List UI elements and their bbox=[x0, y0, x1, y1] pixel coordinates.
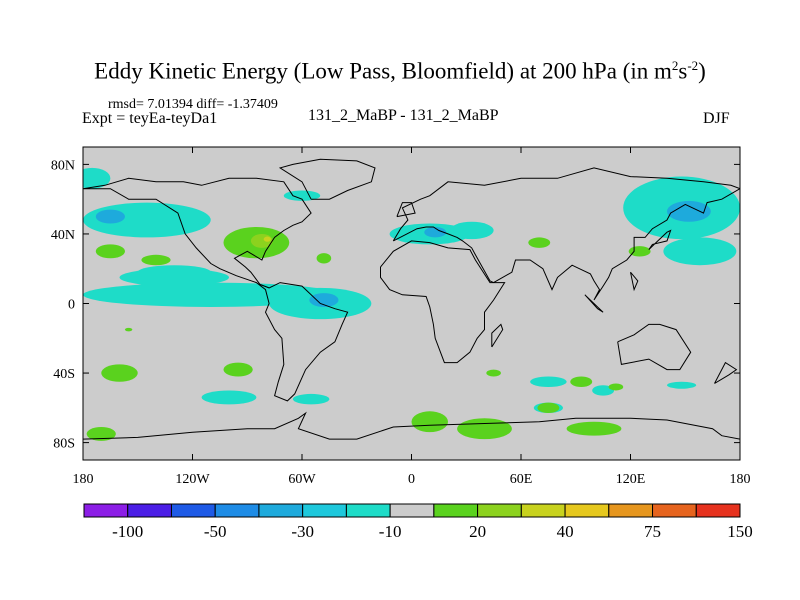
stats-label: rmsd= 7.01394 diff= -1.37409 bbox=[108, 97, 278, 112]
anomaly-region-32 bbox=[537, 402, 560, 414]
coastline-2 bbox=[392, 167, 740, 301]
colorbar-swatch-9 bbox=[477, 503, 522, 518]
colorbar-swatch-12 bbox=[608, 503, 654, 518]
anomaly-region-35 bbox=[566, 421, 622, 436]
anomaly-region-4 bbox=[137, 265, 211, 280]
anomaly-region-30 bbox=[411, 411, 448, 433]
colorbar-swatch-0 bbox=[83, 503, 129, 518]
y-tick-label-1: 40N bbox=[51, 228, 75, 243]
colorbar-label-3: -10 bbox=[379, 522, 402, 541]
anomaly-region-0 bbox=[83, 167, 111, 189]
anomaly-region-36 bbox=[528, 237, 551, 248]
anomaly-region-28 bbox=[223, 362, 253, 377]
anomaly-region-22 bbox=[141, 254, 171, 266]
anomaly-region-10 bbox=[449, 221, 494, 240]
colorbar-label-7: 150 bbox=[727, 522, 753, 541]
anomaly-region-14 bbox=[663, 237, 737, 266]
y-tick-label-4: 80S bbox=[53, 437, 75, 452]
coastline-7 bbox=[648, 229, 672, 250]
colorbar-swatch-13 bbox=[652, 503, 697, 518]
coastline-9 bbox=[714, 361, 738, 384]
colorbar-label-6: 75 bbox=[644, 522, 661, 541]
x-tick-label-5: 120E bbox=[616, 472, 646, 487]
anomaly-region-38 bbox=[124, 327, 133, 332]
coastline-5 bbox=[83, 411, 740, 440]
colorbar-swatch-11 bbox=[564, 503, 610, 518]
colorbar-swatch-1 bbox=[127, 503, 172, 518]
coastline-0 bbox=[83, 177, 349, 402]
colorbar-label-0: -100 bbox=[112, 522, 143, 541]
anomaly-region-31 bbox=[457, 418, 512, 440]
x-tick-label-1: 120W bbox=[175, 472, 210, 487]
anomaly-region-34 bbox=[608, 383, 624, 391]
anomaly-region-21 bbox=[95, 244, 125, 259]
experiment-label: Expt = teyEa-teyDa1 bbox=[82, 110, 218, 127]
colorbar-label-2: -30 bbox=[291, 522, 314, 541]
anomaly-region-7 bbox=[309, 293, 339, 307]
x-tick-label-6: 180 bbox=[730, 472, 751, 487]
anomaly-region-27 bbox=[101, 364, 138, 382]
coastline-6 bbox=[396, 202, 416, 218]
y-tick-label-3: 40S bbox=[53, 367, 75, 382]
colorbar-swatch-3 bbox=[214, 503, 260, 518]
anomaly-region-29 bbox=[86, 426, 116, 441]
colorbar-swatch-5 bbox=[302, 503, 347, 518]
anomaly-region-15 bbox=[201, 390, 257, 405]
colorbar-label-4: 20 bbox=[469, 522, 486, 541]
colorbar-swatch-7 bbox=[389, 503, 435, 518]
colorbar-swatch-2 bbox=[170, 503, 216, 518]
colorbar-swatch-6 bbox=[345, 503, 391, 518]
anomaly-region-2 bbox=[95, 209, 125, 224]
x-tick-label-4: 60E bbox=[510, 472, 533, 487]
y-tick-label-0: 80N bbox=[51, 158, 75, 173]
colorbar-swatch-4 bbox=[258, 503, 304, 518]
comparison-label: 131_2_MaBP - 131_2_MaBP bbox=[308, 107, 499, 124]
anomaly-region-13 bbox=[667, 200, 711, 222]
colorbar-label-1: -50 bbox=[204, 522, 227, 541]
anomaly-region-11 bbox=[424, 226, 447, 238]
y-tick-label-2: 0 bbox=[68, 298, 75, 313]
x-tick-label-0: 180 bbox=[73, 472, 94, 487]
anomaly-region-16 bbox=[292, 393, 330, 405]
anomaly-region-37 bbox=[628, 246, 651, 257]
anomaly-region-18 bbox=[592, 385, 615, 396]
colorbar-label-5: 40 bbox=[557, 522, 574, 541]
anomaly-region-33 bbox=[570, 376, 593, 387]
anomaly-region-25 bbox=[263, 236, 271, 242]
x-tick-label-2: 60W bbox=[288, 472, 316, 487]
coastline-8 bbox=[491, 323, 504, 348]
coastline-3 bbox=[380, 240, 506, 364]
coastline-4 bbox=[617, 323, 692, 371]
season-label: DJF bbox=[703, 110, 730, 127]
coastline-1 bbox=[278, 158, 376, 200]
coastline-10 bbox=[584, 294, 604, 313]
x-tick-label-3: 0 bbox=[408, 472, 415, 487]
anomaly-region-39 bbox=[486, 369, 501, 377]
anomaly-region-17 bbox=[530, 376, 567, 387]
colorbar-swatch-14 bbox=[695, 503, 741, 518]
anomaly-region-26 bbox=[316, 253, 332, 264]
coastline-11 bbox=[630, 271, 639, 292]
colorbar-swatch-10 bbox=[520, 503, 566, 518]
chart-title: Eddy Kinetic Energy (Low Pass, Bloomfiel… bbox=[94, 58, 706, 84]
colorbar-swatch-8 bbox=[433, 503, 479, 518]
anomaly-region-20 bbox=[667, 381, 697, 389]
